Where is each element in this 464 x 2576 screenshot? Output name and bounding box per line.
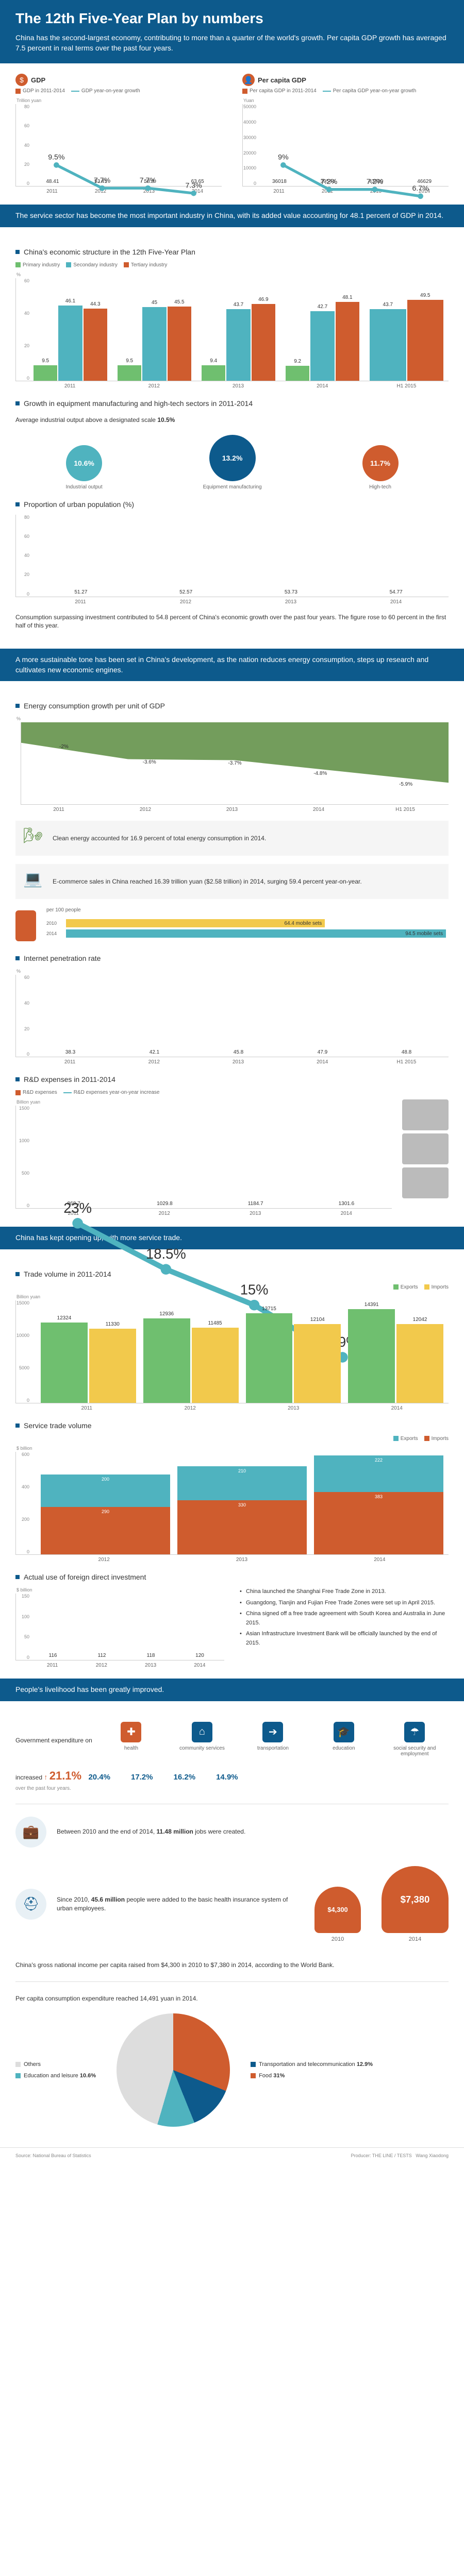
urban-caption: Consumption surpassing investment contri… [15,613,449,631]
fdi-bullets: China launched the Shanghai Free Trade Z… [240,1587,449,1650]
wind-icon: 🌬 [22,827,44,850]
footer-credits: Wang Xiaodong [416,2153,449,2158]
hightech-title: Growth in equipment manufacturing and hi… [15,399,449,408]
rd-photos [402,1099,449,1198]
trade-title: Trade volume in 2011-2014 [15,1270,449,1278]
gov-increased-value: 21.1% [49,1769,81,1782]
econ-structure-title: China's economic structure in the 12th F… [15,248,449,256]
energy-title: Energy consumption growth per unit of GD… [15,702,449,710]
section5-banner: People's livelihood has been greatly imp… [0,1679,464,1701]
percapita-unit: Yuan [242,98,449,103]
laptop-icon: 💻 [22,870,44,893]
consumption-pie [117,2013,230,2127]
mobile-per-label: per 100 people [46,907,449,913]
footer: Source: National Bureau of Statistics Pr… [0,2147,464,2163]
section2-banner: The service sector has become the most i… [0,205,464,227]
footer-producer: Producer: THE LINE / TESTS [351,2153,412,2158]
urban-title: Proportion of urban population (%) [15,500,449,509]
briefcase-icon: 💼 [15,1817,46,1848]
section3-banner: A more sustainable tone has been set in … [0,649,464,681]
percapita-icon: 👤 [242,74,255,86]
section5-content: Government expenditure on ✚health⌂commun… [0,1701,464,2148]
jobs-row: 💼 Between 2010 and the end of 2014, 11.4… [15,1817,449,1848]
gdp-section: $GDP GDP in 2011-2014 GDP year-on-year g… [0,63,464,205]
gdp-label: GDP [31,76,45,84]
main-title: The 12th Five-Year Plan by numbers [15,10,449,27]
svg-text:9%: 9% [278,154,289,162]
main-subtitle: China has the second-largest economy, co… [15,33,449,53]
medkit-icon: ⛑ [15,1889,46,1920]
percapita-legend-line: Per capita GDP year-on-year growth [333,88,417,94]
consumption-title: Per capita consumption expenditure reach… [15,1994,449,2003]
section2-content: China's economic structure in the 12th F… [0,227,464,649]
percapita-chart: 👤Per capita GDP Per capita GDP in 2011-2… [242,74,449,194]
income-caption: China's gross national income per capita… [15,1961,449,1970]
gov-lead: Government expenditure on [15,1737,92,1744]
gdp-legend-bar: GDP in 2011-2014 [23,88,65,94]
gdp-chart: $GDP GDP in 2011-2014 GDP year-on-year g… [15,74,222,194]
footer-source: Source: National Bureau of Statistics [15,2153,91,2158]
healthcare-row: ⛑ Since 2010, 45.6 million people were a… [15,1856,449,1953]
ecommerce-row: 💻 E-commerce sales in China reached 16.3… [15,864,449,899]
section4-banner: China has kept opening up, with more ser… [0,1227,464,1249]
gdp-unit: Trillion yuan [15,98,222,103]
rd-title: R&D expenses in 2011-2014 [15,1075,449,1083]
internet-title: Internet penetration rate [15,954,449,962]
service-trade-title: Service trade volume [15,1421,449,1430]
phone-icon [15,910,36,941]
clean-energy-row: 🌬 Clean energy accounted for 16.9 percen… [15,821,449,856]
fdi-title: Actual use of foreign direct investment [15,1573,449,1581]
percapita-legend-bar: Per capita GDP in 2011-2014 [250,88,317,94]
section4-content: Trade volume in 2011-2014 ExportsImports… [0,1249,464,1679]
header-banner: The 12th Five-Year Plan by numbers China… [0,0,464,63]
section3-content: Energy consumption growth per unit of GD… [0,681,464,1227]
svg-text:9.5%: 9.5% [48,154,65,162]
percapita-label: Per capita GDP [258,76,306,84]
gdp-legend-line: GDP year-on-year growth [81,88,140,94]
gdp-icon: $ [15,74,28,86]
